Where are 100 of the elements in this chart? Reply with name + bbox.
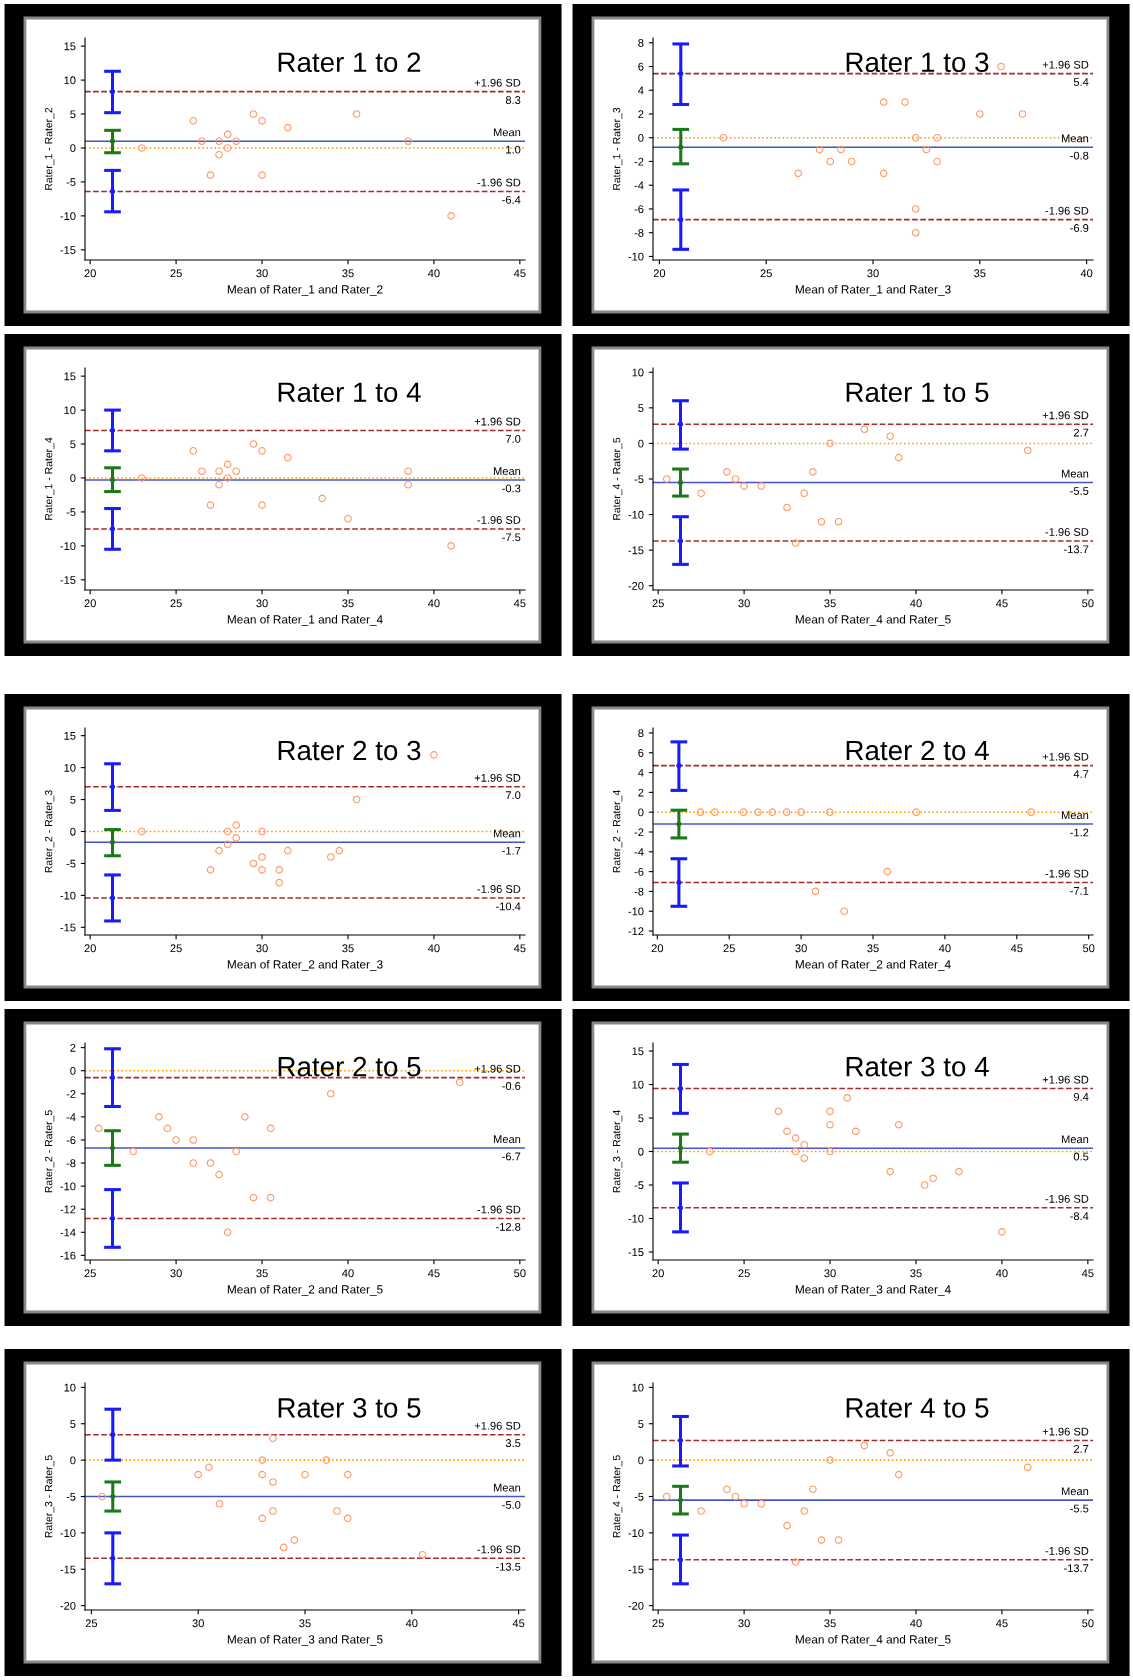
y-tick-label: 0 [70, 827, 76, 836]
ref-line-label: Mean -5.5 [1061, 1487, 1089, 1513]
y-tick-label: -14 [60, 1228, 76, 1237]
x-tick-label: 30 [256, 944, 268, 953]
x-tick-label: 25 [738, 1269, 750, 1278]
chart-title: Rater 3 to 4 [846, 1056, 989, 1077]
y-tick-label: -2 [634, 157, 644, 166]
y-tick-label: -10 [628, 907, 644, 916]
x-axis-title: Mean of Rater_3 and Rater_4 [795, 1284, 951, 1296]
ref-line-label: Mean -5.5 [1061, 469, 1089, 495]
x-tick-label: 40 [427, 269, 440, 278]
ref-line-label: +1.96 SD 7.0 [474, 773, 521, 800]
x-tick-label: 35 [256, 1269, 268, 1278]
x-tick-label: 25 [760, 269, 772, 278]
x-tick-label: 45 [513, 599, 526, 608]
y-tick-label: 0 [638, 133, 644, 142]
ref-line-label: Mean -1.7 [493, 829, 521, 855]
y-tick-label: -10 [628, 1529, 644, 1538]
x-tick-label: 20 [651, 944, 664, 953]
ref-line-label: Mean -0.3 [493, 467, 521, 493]
chart-title: Rater 1 to 2 [278, 52, 421, 73]
y-tick-label: -15 [60, 923, 76, 932]
y-tick-label: 5 [70, 795, 76, 804]
x-axis-title: Mean of Rater_2 and Rater_5 [227, 1284, 383, 1296]
ref-line-label: -1.96 SD -6.4 [477, 178, 521, 204]
y-tick-label: 15 [64, 732, 76, 740]
x-tick-label: 40 [910, 1619, 922, 1628]
ref-line-label: -1.96 SD -10.4 [477, 885, 521, 911]
x-tick-label: 20 [652, 1269, 664, 1278]
y-tick-label: -20 [60, 1601, 76, 1610]
y-tick-label: -5 [66, 178, 76, 187]
x-tick-label: 30 [795, 944, 807, 953]
y-tick-label: -15 [60, 246, 76, 254]
y-tick-label: -12 [60, 1205, 76, 1214]
x-tick-label: 20 [84, 944, 96, 953]
x-tick-label: 35 [342, 944, 354, 953]
x-tick-label: 40 [427, 599, 440, 608]
x-tick-label: 30 [192, 1619, 204, 1628]
y-tick-label: 8 [638, 729, 644, 738]
y-tick-label: -20 [628, 582, 644, 590]
y-tick-label: 15 [64, 372, 76, 381]
x-axis-title: Mean of Rater_2 and Rater_4 [795, 959, 951, 971]
y-tick-label: 15 [632, 1047, 644, 1056]
y-tick-label: -15 [60, 576, 76, 584]
x-tick-label: 45 [513, 944, 526, 953]
y-tick-label: 0 [70, 474, 76, 483]
x-axis-title: Mean of Rater_4 and Rater_5 [795, 614, 951, 626]
x-tick-label: 25 [723, 944, 735, 953]
y-tick-label: -5 [66, 859, 76, 868]
y-tick-label: -10 [60, 542, 76, 551]
chart-title: Rater 1 to 3 [846, 52, 989, 73]
ref-line-label: -1.96 SD -7.1 [1045, 869, 1089, 895]
x-tick-label: 35 [342, 599, 354, 608]
x-tick-label: 30 [867, 269, 879, 278]
y-tick-label: 0 [70, 1456, 76, 1465]
y-tick-label: -2 [66, 1090, 76, 1098]
y-tick-label: 5 [70, 1420, 76, 1428]
x-tick-label: 35 [867, 944, 879, 953]
x-tick-label: 45 [995, 599, 1008, 608]
x-tick-label: 25 [170, 944, 182, 953]
ref-line-label: -1.96 SD -13.7 [1045, 528, 1089, 554]
x-tick-label: 50 [1082, 599, 1094, 608]
ref-line-label: Mean 0.5 [1061, 1135, 1089, 1161]
x-tick-label: 30 [738, 599, 750, 608]
y-tick-label: -6 [66, 1136, 76, 1145]
ref-line-label: Mean 1.0 [493, 128, 521, 154]
ref-line-label: +1.96 SD 2.7 [1042, 1427, 1089, 1453]
y-tick-label: -5 [634, 1181, 644, 1190]
y-tick-label: -10 [60, 212, 76, 221]
chart-title: Rater 2 to 3 [278, 740, 421, 761]
y-tick-label: 10 [632, 1383, 644, 1392]
x-axis-title: Mean of Rater_3 and Rater_5 [227, 1634, 383, 1646]
ref-line-label: Mean -1.2 [1061, 811, 1089, 837]
y-tick-label: -8 [66, 1159, 76, 1168]
x-tick-label: 20 [84, 599, 96, 608]
x-tick-label: 35 [824, 1619, 836, 1628]
y-tick-label: 10 [632, 1080, 644, 1089]
y-tick-label: -10 [628, 1214, 644, 1223]
x-tick-label: 45 [427, 1269, 440, 1278]
x-tick-label: 30 [256, 269, 268, 278]
ref-line-label: Mean -5.0 [493, 1483, 521, 1509]
ref-line-label: +1.96 SD -0.6 [474, 1064, 521, 1090]
x-tick-label: 30 [170, 1269, 182, 1278]
y-axis-title: Rater_2 - Rater_3 [44, 790, 55, 873]
x-tick-label: 25 [85, 1619, 98, 1628]
x-tick-label: 50 [514, 1269, 526, 1278]
chart-title: Rater 1 to 5 [846, 382, 989, 403]
x-tick-label: 35 [974, 269, 986, 278]
y-tick-label: 5 [638, 404, 644, 412]
y-tick-label: 6 [638, 749, 644, 757]
y-tick-label: -15 [628, 1248, 644, 1257]
x-tick-label: 30 [738, 1619, 750, 1628]
y-tick-label: -6 [634, 205, 644, 214]
x-tick-label: 25 [170, 269, 182, 278]
y-tick-label: 2 [70, 1043, 76, 1052]
chart-title: Rater 2 to 5 [278, 1056, 421, 1077]
x-tick-label: 35 [342, 269, 354, 278]
ref-line-label: +1.96 SD 8.3 [474, 78, 521, 104]
y-tick-label: 15 [64, 42, 76, 51]
y-axis-title: Rater_4 - Rater_5 [613, 1455, 623, 1538]
